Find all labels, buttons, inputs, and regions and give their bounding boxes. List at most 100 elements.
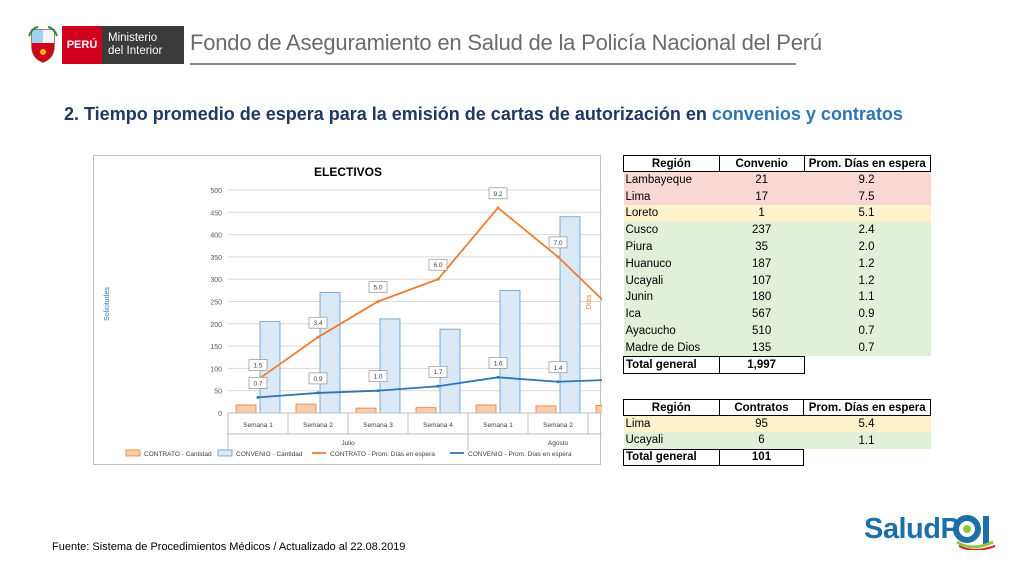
region-cell: Madre de Dios — [623, 339, 720, 357]
convenio-prom-data-label: 1.0 — [373, 374, 382, 381]
saludpol-logo-icon — [953, 515, 996, 550]
convenio-table-row: Lambayeque 21 9.2 — [623, 171, 931, 189]
count-cell: 17 — [719, 188, 805, 206]
convenio-table-row: Madre de Dios 135 0.7 — [623, 339, 931, 357]
contrato-bar — [535, 405, 557, 414]
count-cell: 237 — [719, 221, 805, 239]
region-cell: Lima — [623, 188, 720, 206]
count-cell: 1 — [719, 205, 805, 222]
convenio-table: Región Convenio Prom. Días en espera Lam… — [623, 155, 932, 374]
electivos-chart: ELECTIVOS 0 50 100 150 200 250 300 350 400 450 500 0… — [93, 155, 602, 465]
y-tick-label: 500 — [210, 188, 222, 195]
region-cell: Piura — [623, 238, 720, 256]
count-cell: 35 — [719, 238, 805, 256]
contrato-prom-data-label: 1.5 — [253, 363, 262, 370]
peru-coat-of-arms-icon — [28, 26, 58, 63]
y-tick-label: 450 — [210, 210, 222, 217]
convenio-prom-point — [436, 384, 440, 388]
contrato-prom-point — [496, 206, 500, 210]
region-cell: Ayacucho — [623, 322, 720, 340]
total-label: Total general — [623, 448, 720, 467]
header-contratos: Contratos — [718, 399, 805, 416]
legend-contrato-cantidad: CONTRATO - Cantidad — [144, 451, 212, 458]
region-cell: Ucayali — [623, 272, 720, 290]
chart-title: ELECTIVOS — [314, 165, 382, 179]
slide-title-accent: convenios y contratos — [711, 104, 903, 124]
avg-days-cell: 5.1 — [804, 205, 931, 222]
contratos-table-row: Lima 95 5.4 — [623, 415, 931, 433]
y-tick-label: 100 — [210, 366, 222, 373]
avg-days-cell: 0.9 — [804, 305, 931, 323]
x-category-label: Semana 2 — [543, 422, 573, 429]
contrato-prom-data-label-box — [428, 258, 448, 271]
y-tick-label: 350 — [210, 255, 222, 262]
count-cell: 21 — [719, 171, 805, 189]
convenio-table-row: Lima 17 7.5 — [623, 188, 931, 206]
convenio-prom-point — [496, 375, 500, 379]
contrato-prom-line — [257, 206, 602, 381]
convenio-table-header: Región Convenio Prom. Días en espera — [623, 155, 932, 172]
y-tick-label: 250 — [210, 300, 222, 307]
contrato-bar — [415, 407, 437, 414]
contrato-prom-data-label-box — [548, 236, 568, 249]
contrato-prom-point — [316, 335, 320, 339]
avg-days-cell: 0.7 — [804, 322, 931, 340]
convenio-prom-data-label-box — [368, 370, 388, 382]
contrato-prom-data-label-box — [248, 359, 268, 371]
region-cell: Ica — [623, 305, 720, 323]
avg-days-cell: 1.2 — [804, 272, 931, 290]
count-cell: 180 — [719, 289, 805, 306]
contrato-prom-data-label: 7.0 — [553, 240, 562, 247]
contratos-table-row: Ucayali 6 1.1 — [623, 432, 931, 450]
convenio-table-row: Piura 35 2.0 — [623, 238, 931, 256]
convenio-table-row: Cusco 237 2.4 — [623, 221, 931, 239]
contrato-prom-data-label: 5.0 — [373, 285, 382, 292]
convenio-prom-data-label-box — [248, 377, 268, 389]
header-prom-dias: Prom. Días en espera — [803, 399, 931, 416]
y-tick-label: 50 — [214, 389, 222, 396]
total-value: 101 — [718, 448, 805, 467]
convenio-bar — [319, 292, 341, 414]
region-cell: Ucayali — [623, 432, 720, 450]
peru-label: PERÚ — [62, 26, 102, 64]
header-prom-dias: Prom. Días en espera — [803, 155, 932, 172]
y2-axis-title: Días — [586, 294, 593, 309]
y-tick-label: 150 — [210, 344, 222, 351]
y-tick-label: 300 — [210, 277, 222, 284]
region-cell: Huanuco — [623, 255, 720, 273]
header-region: Región — [623, 399, 720, 416]
convenio-prom-data-label-box — [488, 357, 508, 369]
legend-convenio-cantidad-swatch — [217, 449, 233, 457]
avg-days-cell: 1.1 — [803, 432, 931, 450]
convenio-table-row: Loreto 1 5.1 — [623, 205, 931, 222]
organization-title: Fondo de Aseguramiento en Salud de la Po… — [190, 30, 822, 55]
total-empty-cell — [804, 449, 931, 466]
contrato-bar — [295, 403, 317, 414]
count-cell: 107 — [719, 272, 805, 290]
contrato-bar — [235, 404, 257, 414]
legend-convenio-prom: CONVENIO - Prom. Días en espera — [468, 451, 572, 458]
y-axis-title: Solicitudes — [104, 287, 111, 321]
contrato-bar — [355, 407, 377, 414]
contrato-prom-point — [436, 277, 440, 281]
convenio-bar — [499, 289, 521, 414]
x-category-label: Semana 3 — [363, 422, 393, 429]
contrato-prom-data-label-box — [488, 187, 508, 200]
avg-days-cell: 7.5 — [804, 188, 931, 206]
contratos-table-total-row: Total general 101 — [623, 448, 931, 467]
convenio-table-total-row: Total general 1,997 — [623, 355, 931, 374]
x-group-label: Agosto — [548, 440, 569, 447]
saludpol-logo-text: SaludP — [864, 513, 960, 545]
convenio-prom-point — [376, 389, 380, 393]
contratos-table-header: Región Contratos Prom. Días en espera — [623, 399, 931, 416]
count-cell: 510 — [719, 322, 805, 340]
avg-days-cell: 1.2 — [804, 255, 931, 273]
avg-days-cell: 0.7 — [804, 339, 931, 357]
chart-canvas: ELECTIVOS 0 50 100 150 200 250 300 350 400 450 500 0… — [104, 165, 602, 458]
slide-title-main: 2. Tiempo promedio de espera para la emi… — [64, 104, 712, 124]
avg-days-cell: 2.0 — [804, 238, 931, 256]
total-label: Total general — [623, 355, 720, 374]
convenio-table-row: Huanuco 187 1.2 — [623, 255, 931, 273]
avg-days-cell: 9.2 — [804, 171, 931, 189]
avg-days-cell: 1.1 — [804, 289, 931, 306]
